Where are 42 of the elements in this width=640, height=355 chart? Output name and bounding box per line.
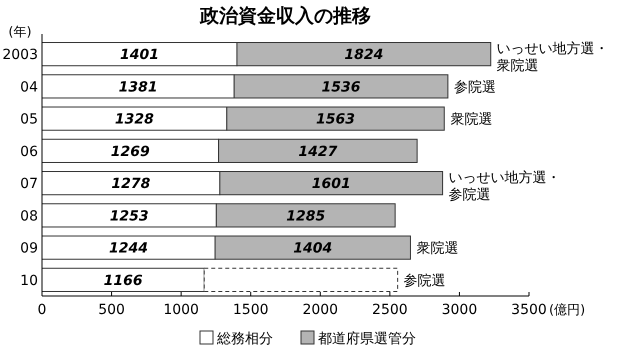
y-tick-label: 04 — [20, 79, 38, 96]
y-tick-label: 08 — [20, 208, 38, 224]
y-tick-label: 09 — [20, 240, 38, 257]
x-tick-label: 0 — [38, 302, 46, 318]
x-tick-label: 1000 — [163, 302, 199, 318]
annotation: 衆院選 — [416, 240, 458, 257]
data-label: 1269 — [110, 144, 150, 160]
x-tick-label: 1500 — [232, 302, 269, 318]
y-tick-label: 2003 — [2, 47, 38, 64]
x-axis-title: (億円) — [549, 303, 586, 318]
data-label: 1427 — [298, 144, 338, 160]
y-axis-title: (年) — [8, 25, 32, 40]
annotation: いっせい地方選・衆院選 — [496, 41, 609, 74]
data-label: 1285 — [286, 208, 326, 224]
data-label: 1166 — [104, 272, 143, 289]
data-label: 1278 — [111, 176, 151, 192]
data-label: 1536 — [322, 79, 361, 96]
data-label: 1381 — [118, 79, 158, 96]
annotation: いっせい地方選・参院選 — [448, 170, 561, 204]
x-tick-label: 3000 — [442, 302, 478, 318]
data-label: 1824 — [344, 47, 384, 64]
data-label: 1563 — [316, 112, 356, 128]
data-label: 1601 — [312, 176, 351, 192]
x-tick-label: 2000 — [302, 302, 338, 318]
data-label: 1401 — [120, 47, 159, 64]
x-tick-label: 500 — [98, 302, 125, 318]
chart-title: 政治資金収入の推移 — [199, 5, 371, 27]
y-tick-label: 07 — [20, 176, 38, 192]
data-label: 1404 — [293, 240, 332, 257]
data-label: 1253 — [110, 208, 149, 224]
data-label: 1244 — [109, 240, 148, 257]
annotation: 参院選 — [404, 272, 446, 289]
data-label: 1328 — [114, 112, 154, 128]
y-tick-label: 10 — [20, 272, 38, 289]
annotation: 衆院選 — [450, 112, 492, 128]
x-tick-label: 2500 — [372, 302, 408, 318]
annotation: 参院選 — [454, 79, 496, 96]
legend-label: 都道府県選管分 — [318, 331, 416, 347]
legend-label: 総務相分 — [216, 331, 273, 347]
x-tick-label: 3500 — [511, 302, 547, 318]
y-tick-label: 05 — [20, 112, 38, 128]
y-tick-label: 06 — [20, 144, 38, 160]
